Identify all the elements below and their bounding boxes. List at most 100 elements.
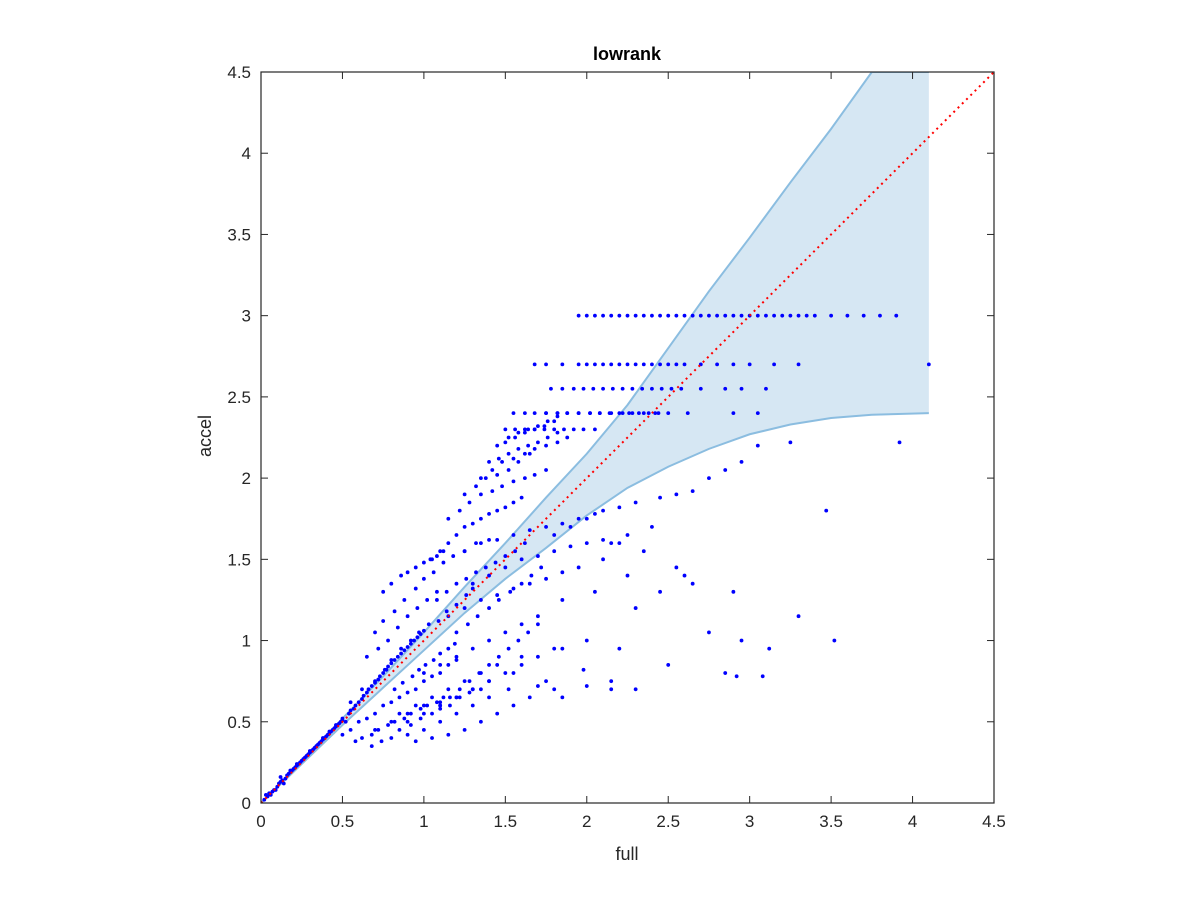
scatter-point [405, 570, 410, 575]
scatter-point [457, 508, 462, 513]
scatter-point [731, 362, 736, 367]
scatter-point [356, 700, 361, 705]
scatter-point [361, 693, 366, 698]
scatter-point [462, 728, 467, 732]
scatter-point [511, 500, 516, 505]
scatter-point [479, 516, 483, 521]
scatter-point [462, 524, 467, 529]
scatter-point [511, 586, 516, 591]
scatter-point [413, 703, 418, 708]
scatter-point [392, 719, 397, 724]
x-tick-label: 0.5 [331, 812, 355, 831]
scatter-point [584, 362, 589, 367]
scatter-point [542, 427, 547, 432]
scatter-point [320, 736, 325, 740]
scatter-point [560, 386, 565, 391]
scatter-point [392, 609, 397, 614]
scatter-point [620, 411, 625, 416]
scatter-point [353, 739, 358, 744]
scatter-point [755, 443, 760, 448]
scatter-point [418, 716, 423, 721]
scatter-point [544, 362, 548, 367]
scatter-point [707, 313, 711, 318]
scatter-point [650, 524, 654, 529]
scatter-point [415, 635, 420, 640]
scatter-point [666, 663, 671, 667]
scatter-point [536, 440, 540, 445]
scatter-point [739, 459, 744, 464]
scatter-point [425, 598, 430, 602]
scatter-point [435, 598, 439, 602]
scatter-point [584, 313, 589, 318]
scatter-point [470, 646, 475, 651]
scatter-point [373, 630, 377, 635]
scatter-point [755, 411, 760, 416]
x-tick-label: 2.5 [656, 812, 680, 831]
scatter-point [536, 614, 540, 619]
scatter-point [529, 573, 534, 578]
band-lower-edge [261, 412, 929, 803]
chart-title: lowrank [593, 44, 662, 64]
scatter-point [467, 690, 472, 695]
scatter-point [435, 589, 439, 594]
confidence-band [261, 72, 929, 803]
scatter-point [262, 797, 267, 802]
scatter-point [519, 663, 524, 667]
scatter-point [532, 472, 537, 477]
scatter-point [397, 728, 402, 732]
scatter-point [536, 424, 540, 429]
scatter-point [425, 703, 430, 708]
scatter-point [640, 386, 645, 391]
scatter-point [707, 630, 711, 635]
scatter-point [405, 719, 410, 724]
scatter-point [487, 638, 491, 643]
scatter-point [581, 667, 586, 672]
scatter-point [413, 739, 418, 744]
scatter-point [658, 362, 662, 367]
scatter-point [470, 687, 475, 692]
scatter-point [397, 711, 402, 716]
scatter-point [609, 679, 614, 684]
scatter-point [479, 476, 483, 481]
scatter-point [832, 638, 837, 643]
scatter-point [413, 586, 418, 591]
scatter-point [366, 687, 371, 692]
scatter-point [601, 537, 605, 542]
scatter-point [381, 589, 386, 594]
scatter-point [451, 554, 456, 558]
scatter-point [430, 674, 434, 679]
scatter-point [495, 711, 500, 716]
scatter-point [446, 687, 451, 692]
scatter-point [405, 614, 410, 619]
y-tick-label: 0 [242, 794, 251, 813]
scatter-point [495, 593, 500, 597]
scatter-point [493, 560, 498, 565]
scatter-point [739, 313, 744, 318]
scatter-point [475, 614, 480, 619]
y-tick-label: 3 [242, 307, 251, 326]
scatter-point [364, 716, 369, 721]
scatter-point [679, 386, 684, 391]
scatter-point [444, 609, 449, 614]
scatter-point [413, 565, 418, 570]
scatter-point [625, 533, 630, 537]
scatter-point [755, 313, 760, 318]
scatter-point [522, 476, 527, 481]
scatter-point [487, 606, 491, 610]
scatter-point [278, 775, 283, 779]
scatter-point [438, 663, 443, 667]
scatter-point [625, 362, 630, 367]
scatter-point [723, 386, 728, 391]
scatter-point [413, 687, 418, 692]
scatter-point [658, 589, 662, 594]
scatter-point [360, 687, 364, 692]
scatter-point [610, 386, 615, 391]
plot-area: 00 0.5 0.5 1 1 1.5 1.5 2 2 2.5 2.5 3 3 3.5 3.5 4 4 4.5 4.5 [227, 63, 1005, 831]
scatter-point [656, 411, 661, 416]
scatter-point [340, 732, 345, 737]
scatter-point [487, 663, 491, 667]
scatter-point [438, 700, 443, 705]
scatter-point [584, 638, 589, 643]
scatter-point [348, 728, 353, 732]
